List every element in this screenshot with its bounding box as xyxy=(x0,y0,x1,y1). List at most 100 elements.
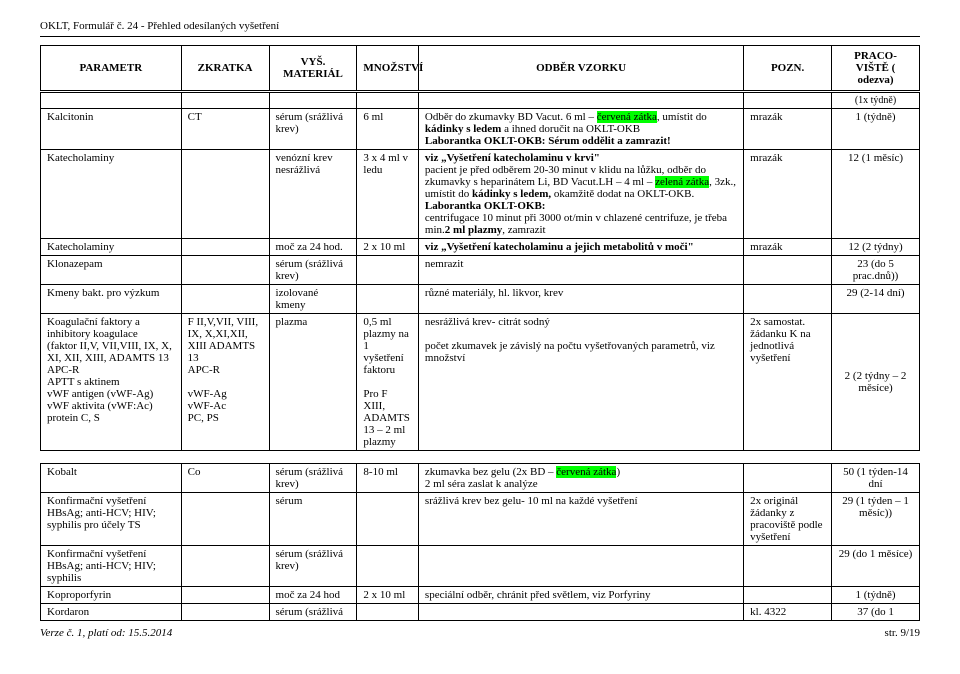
cell-odber: srážlivá krev bez gelu- 10 ml na každé v… xyxy=(418,493,743,546)
cell-prac: 12 (1 měsíc) xyxy=(832,150,920,239)
cell-mat: moč za 24 hod xyxy=(269,587,357,604)
header-rule xyxy=(40,36,920,37)
cell-odber: nesrážlivá krev- citrát sodný počet zkum… xyxy=(418,314,743,451)
cell-mat: sérum (srážlivá krev) xyxy=(269,109,357,150)
text: nesrážlivá krev- citrát sodný xyxy=(425,316,737,328)
cell-mat: izolované kmeny xyxy=(269,285,357,314)
row-kalcitonin: Kalcitonin CT sérum (srážlivá krev) 6 ml… xyxy=(41,109,920,150)
text: ) xyxy=(616,466,620,478)
text: Pro F XIII, ADAMTS 13 – 2 ml plazmy xyxy=(363,388,412,448)
text: F II,V,VII, VIII, IX, X,XI,XII, XIII ADA… xyxy=(188,316,263,364)
cell-mn: 8-10 ml xyxy=(357,464,419,493)
row-kordaron: Kordaron sérum (srážlivá kl. 4322 37 (do… xyxy=(41,604,920,621)
cell-mat: sérum (srážlivá krev) xyxy=(269,546,357,587)
cell-pozn: kl. 4322 xyxy=(744,604,832,621)
cell-pozn: 2x originál žádanky z pracoviště podle v… xyxy=(744,493,832,546)
cell-odber: různé materiály, hl. likvor, krev xyxy=(418,285,743,314)
col-odber: ODBĚR VZORKU xyxy=(418,46,743,92)
row-klonazepam: Klonazepam sérum (srážlivá krev) nemrazi… xyxy=(41,256,920,285)
row-katecholaminy-krev: Katecholaminy venózní krev nesrážlivá 3 … xyxy=(41,150,920,239)
row-konfirmacni-ts: Konfirmační vyšetření HBsAg; anti-HCV; H… xyxy=(41,493,920,546)
cell-prac: 29 (2-14 dní) xyxy=(832,285,920,314)
col-pracoviste: PRACO-VIŠTĚ ( odezva) xyxy=(832,46,920,92)
cell-odber: nemrazit xyxy=(418,256,743,285)
text-bold: viz „Vyšetření katecholaminu v krvi" xyxy=(425,152,600,164)
cell-param: Kalcitonin xyxy=(41,109,182,150)
text: , umístit do xyxy=(657,111,707,123)
text: 0,5 ml plazmy na 1 vyšetření faktoru xyxy=(363,316,412,376)
text: protein C, S xyxy=(47,412,175,424)
highlight: červená zátka xyxy=(597,111,657,123)
text: APC-R xyxy=(47,364,175,376)
cell-prac: 29 (do 1 měsíce) xyxy=(832,546,920,587)
text-bold: kádinky s ledem xyxy=(425,123,501,135)
row-koagulacni: Koagulační faktory a inhibitory koagulac… xyxy=(41,314,920,451)
cell-prac: 12 (2 týdny) xyxy=(832,239,920,256)
cell-zkr: F II,V,VII, VIII, IX, X,XI,XII, XIII ADA… xyxy=(181,314,269,451)
cell-mn: 2 x 10 ml xyxy=(357,239,419,256)
cell-param: Katecholaminy xyxy=(41,239,182,256)
row-koproporfyrin: Koproporfyrin moč za 24 hod 2 x 10 ml sp… xyxy=(41,587,920,604)
text-bold: viz „Vyšetření katecholaminu a jejich me… xyxy=(425,241,694,253)
highlight: zelená zátka xyxy=(655,176,709,188)
text: 2 ml séra zaslat k analýze xyxy=(425,478,538,490)
col-mnozstvi: MNOŽSTVÍ xyxy=(357,46,419,92)
cell-odber: viz „Vyšetření katecholaminu a jejich me… xyxy=(418,239,743,256)
cell-param: Konfirmační vyšetření HBsAg; anti-HCV; H… xyxy=(41,493,182,546)
cell-param: Katecholaminy xyxy=(41,150,182,239)
cell-mat: plazma xyxy=(269,314,357,451)
cell-param: Koproporfyrin xyxy=(41,587,182,604)
cell-prac: 1 (týdně) xyxy=(832,587,920,604)
text: vWF aktivita (vWF:Ac) xyxy=(47,400,175,412)
page-footer: Verze č. 1, platí od: 15.5.2014 str. 9/1… xyxy=(40,627,920,639)
row-konfirmacni: Konfirmační vyšetření HBsAg; anti-HCV; H… xyxy=(41,546,920,587)
main-table: PARAMETR ZKRATKA VYŠ. MATERIÁL MNOŽSTVÍ … xyxy=(40,45,920,451)
cell-prac: 23 (do 5 prac.dnů)) xyxy=(832,256,920,285)
cell-prac: 50 (1 týden-14 dní xyxy=(832,464,920,493)
cell-mat: sérum xyxy=(269,493,357,546)
footer-version: Verze č. 1, platí od: 15.5.2014 xyxy=(40,627,172,639)
row-katecholaminy-moc: Katecholaminy moč za 24 hod. 2 x 10 ml v… xyxy=(41,239,920,256)
cell-param: Konfirmační vyšetření HBsAg; anti-HCV; H… xyxy=(41,546,182,587)
cell-pozn: mrazák xyxy=(744,239,832,256)
text: vWF-Ag xyxy=(188,388,263,400)
cell-pozn: 2x samostat. žádanku K na jednotlivá vyš… xyxy=(744,314,832,451)
cell-param: Koagulační faktory a inhibitory koagulac… xyxy=(41,314,182,451)
text: a ihned doručit na OKLT-OKB xyxy=(501,123,640,135)
cell-pozn: mrazák xyxy=(744,109,832,150)
cell-mn: 6 ml xyxy=(357,109,419,150)
cell-prac: 1 (týdně) xyxy=(832,109,920,150)
text: Koagulační faktory a inhibitory koagulac… xyxy=(47,316,175,340)
cell-odber: Odběr do zkumavky BD Vacut. 6 ml – červe… xyxy=(418,109,743,150)
col-pozn: POZN. xyxy=(744,46,832,92)
cell-mn: 2 x 10 ml xyxy=(357,587,419,604)
cell-param: Kobalt xyxy=(41,464,182,493)
text: zkumavka bez gelu (2x BD – xyxy=(425,466,556,478)
text-bold: kádinky s ledem, xyxy=(472,188,551,200)
note-row: (1x týdně) xyxy=(832,92,920,109)
cell-param: Kmeny bakt. pro výzkum xyxy=(41,285,182,314)
cell-pozn: mrazák xyxy=(744,150,832,239)
cell-prac: 29 (1 týden – 1 měsíc)) xyxy=(832,493,920,546)
cell-mn: 3 x 4 ml v ledu xyxy=(357,150,419,239)
col-parametr: PARAMETR xyxy=(41,46,182,92)
page-header: OKLT, Formulář č. 24 - Přehled odesílaný… xyxy=(40,20,920,32)
text: počet zkumavek je závislý na počtu vyšet… xyxy=(425,340,737,364)
text-bold: Laborantka OKLT-OKB: xyxy=(425,200,546,212)
text: APC-R xyxy=(188,364,263,376)
cell-param: Klonazepam xyxy=(41,256,182,285)
col-material: VYŠ. MATERIÁL xyxy=(269,46,357,92)
cell-mn: 0,5 ml plazmy na 1 vyšetření faktoru Pro… xyxy=(357,314,419,451)
cell-mat: sérum (srážlivá krev) xyxy=(269,464,357,493)
text: APTT s aktinem xyxy=(47,376,175,388)
cell-odber: viz „Vyšetření katecholaminu v krvi" pac… xyxy=(418,150,743,239)
cell-mat: venózní krev nesrážlivá xyxy=(269,150,357,239)
row-kobalt: Kobalt Co sérum (srážlivá krev) 8-10 ml … xyxy=(41,464,920,493)
col-zkratka: ZKRATKA xyxy=(181,46,269,92)
text: okamžitě dodat na OKLT-OKB. xyxy=(551,188,694,200)
text-bold: Laborantka OKLT-OKB: Sérum oddělit a zam… xyxy=(425,135,671,147)
cell-odber: zkumavka bez gelu (2x BD – červená zátka… xyxy=(418,464,743,493)
second-table: Kobalt Co sérum (srážlivá krev) 8-10 ml … xyxy=(40,463,920,621)
cell-prac: 2 (2 týdny – 2 měsíce) xyxy=(832,314,920,451)
cell-param: Kordaron xyxy=(41,604,182,621)
